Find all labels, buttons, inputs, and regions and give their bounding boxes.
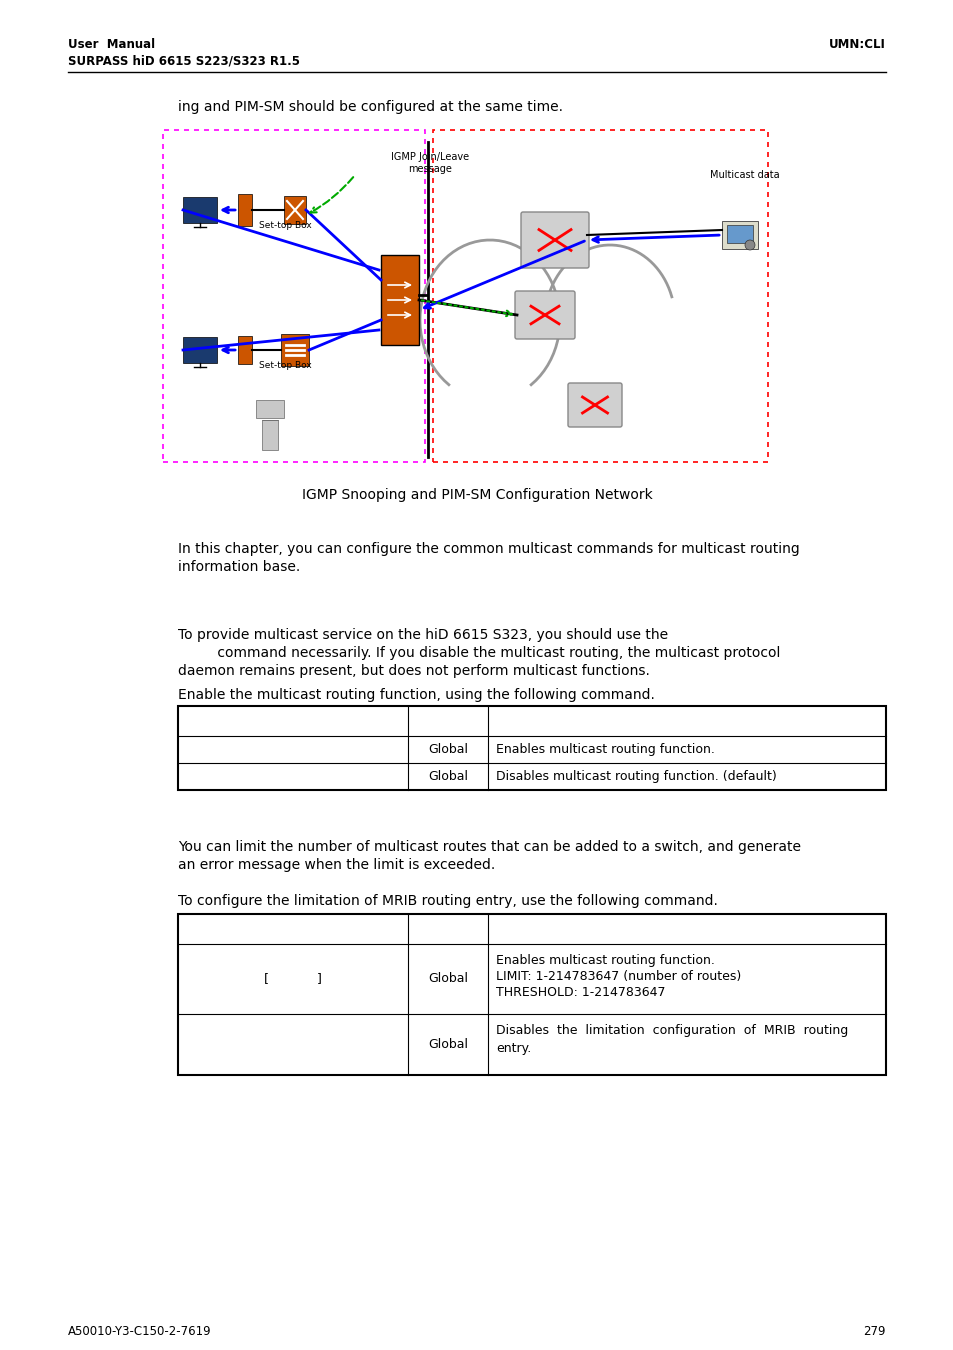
Bar (380, 255, 418, 346)
Text: LIMIT: 1-214783647 (number of routes): LIMIT: 1-214783647 (number of routes) (496, 971, 740, 983)
Text: Set-top Box: Set-top Box (258, 360, 311, 370)
Text: Enable the multicast routing function, using the following command.: Enable the multicast routing function, u… (178, 688, 654, 702)
Text: Disables multicast routing function. (default): Disables multicast routing function. (de… (496, 769, 776, 783)
Text: daemon remains present, but does not perform multicast functions.: daemon remains present, but does not per… (178, 664, 649, 678)
Text: Global: Global (428, 743, 468, 756)
Bar (255, 400, 284, 418)
Text: UMN:CLI: UMN:CLI (828, 38, 885, 51)
Bar (721, 221, 758, 248)
Text: an error message when the limit is exceeded.: an error message when the limit is excee… (178, 859, 495, 872)
Text: Set-top Box: Set-top Box (258, 221, 311, 230)
Text: Enables multicast routing function.: Enables multicast routing function. (496, 954, 714, 967)
Text: To provide multicast service on the hiD 6615 S323, you should use the: To provide multicast service on the hiD … (178, 628, 667, 643)
Text: [            ]: [ ] (264, 972, 321, 986)
Text: To configure the limitation of MRIB routing entry, use the following command.: To configure the limitation of MRIB rout… (178, 894, 717, 909)
Text: Multicast data: Multicast data (709, 170, 779, 180)
FancyBboxPatch shape (520, 212, 588, 269)
Text: command necessarily. If you disable the multicast routing, the multicast protoco: command necessarily. If you disable the … (178, 647, 780, 660)
Bar (262, 420, 277, 450)
Text: IGMP Join/Leave
message: IGMP Join/Leave message (391, 153, 469, 174)
Text: A50010-Y3-C150-2-7619: A50010-Y3-C150-2-7619 (68, 1324, 212, 1338)
Text: ing and PIM-SM should be configured at the same time.: ing and PIM-SM should be configured at t… (178, 100, 562, 113)
Text: 279: 279 (862, 1324, 885, 1338)
Text: IGMP Snooping and PIM-SM Configuration Network: IGMP Snooping and PIM-SM Configuration N… (301, 487, 652, 502)
FancyBboxPatch shape (515, 292, 575, 339)
Text: Enables multicast routing function.: Enables multicast routing function. (496, 743, 714, 756)
Text: You can limit the number of multicast routes that can be added to a switch, and : You can limit the number of multicast ro… (178, 840, 801, 855)
Bar (281, 333, 309, 366)
Bar (284, 196, 306, 224)
Text: THRESHOLD: 1-214783647: THRESHOLD: 1-214783647 (496, 986, 665, 999)
Text: Global: Global (428, 1038, 468, 1052)
Bar (178, 706, 885, 790)
Bar (183, 338, 216, 363)
Text: Global: Global (428, 769, 468, 783)
Bar (178, 914, 885, 1075)
Text: User  Manual: User Manual (68, 38, 155, 51)
Text: SURPASS hiD 6615 S223/S323 R1.5: SURPASS hiD 6615 S223/S323 R1.5 (68, 54, 299, 68)
Text: In this chapter, you can configure the common multicast commands for multicast r: In this chapter, you can configure the c… (178, 541, 799, 556)
Bar (726, 225, 752, 243)
Text: information base.: information base. (178, 560, 300, 574)
Text: entry.: entry. (496, 1042, 531, 1054)
FancyBboxPatch shape (567, 383, 621, 427)
Text: Global: Global (428, 972, 468, 986)
Bar (237, 336, 252, 364)
Bar (183, 197, 216, 223)
Text: Disables  the  limitation  configuration  of  MRIB  routing: Disables the limitation configuration of… (496, 1025, 847, 1037)
Bar (237, 194, 252, 225)
Circle shape (744, 240, 754, 250)
